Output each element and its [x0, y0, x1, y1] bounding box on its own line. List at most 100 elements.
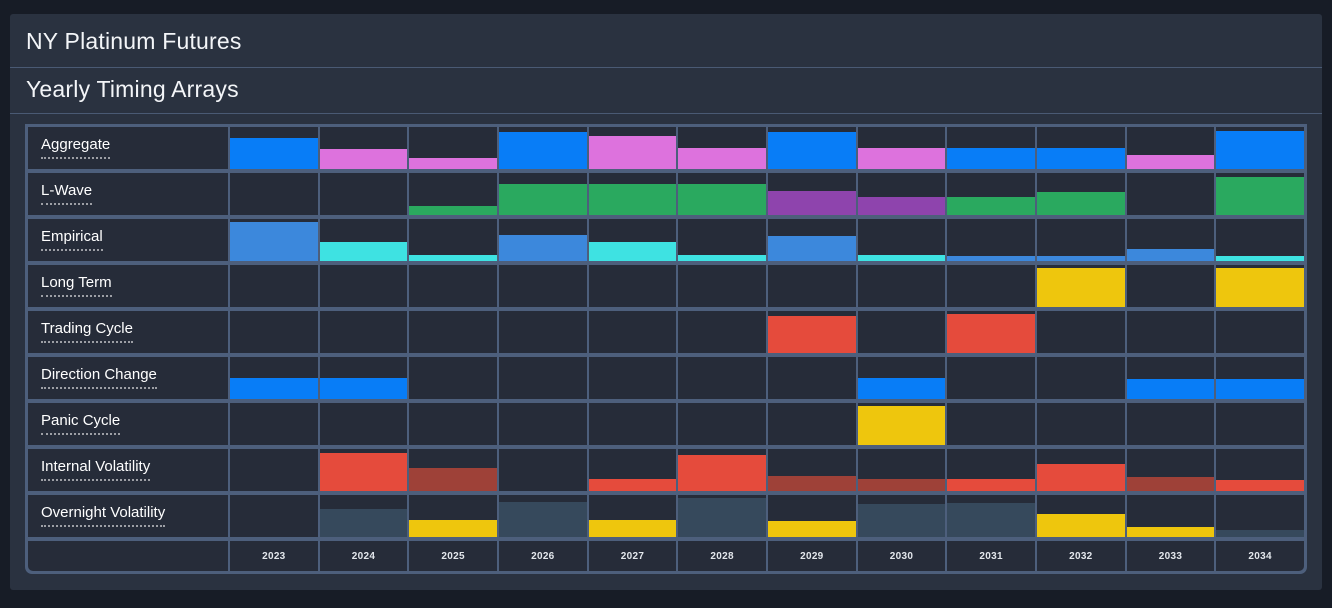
- cell-l-wave-2028: [678, 173, 766, 215]
- bar-internal-volatility-2033-maroon: [1126, 477, 1215, 491]
- cell-long-term-2029: [767, 265, 856, 307]
- cell-trading-cycle-2025: [409, 311, 497, 353]
- cell-trading-cycle-2028: [678, 311, 766, 353]
- cell-direction-change-2031: [947, 357, 1035, 399]
- cell-aggregate-2032: [1036, 127, 1125, 169]
- year-label-2023: 2023: [230, 541, 318, 571]
- year-label-2029: 2029: [767, 541, 856, 571]
- row-label-cell-direction-change: Direction Change: [28, 357, 228, 399]
- cell-empirical-2024: [319, 219, 408, 261]
- bar-internal-volatility-2034-red: [1216, 479, 1304, 491]
- cell-aggregate-2034: [1216, 127, 1304, 169]
- cell-direction-change-2026: [498, 357, 587, 399]
- cell-l-wave-2034: [1216, 173, 1304, 215]
- bar-empirical-2032-skyblue: [1036, 255, 1125, 261]
- bar-empirical-2031-skyblue: [947, 255, 1035, 261]
- cell-long-term-2024: [319, 265, 408, 307]
- bar-internal-volatility-2025-maroon: [409, 467, 497, 491]
- row-label-long-term[interactable]: Long Term: [41, 275, 112, 297]
- cell-panic-cycle-2023: [230, 403, 318, 445]
- year-label-2031: 2031: [947, 541, 1035, 571]
- bar-aggregate-2029-blue: [767, 132, 856, 169]
- cell-aggregate-2025: [409, 127, 497, 169]
- cell-overnight-volatility-2026: [498, 495, 587, 537]
- bar-l-wave-2028-green: [678, 183, 766, 215]
- cell-overnight-volatility-2032: [1036, 495, 1125, 537]
- cell-internal-volatility-2024: [319, 449, 408, 491]
- row-label-direction-change[interactable]: Direction Change: [41, 367, 157, 389]
- year-label-2025: 2025: [409, 541, 497, 571]
- bar-trading-cycle-2029-red: [767, 316, 856, 353]
- row-label-overnight-volatility[interactable]: Overnight Volatility: [41, 505, 166, 527]
- cell-l-wave-2031: [947, 173, 1035, 215]
- cell-aggregate-2031: [947, 127, 1035, 169]
- cell-trading-cycle-2023: [230, 311, 318, 353]
- cell-long-term-2023: [230, 265, 318, 307]
- year-label-2033: 2033: [1126, 541, 1215, 571]
- row-label-internal-volatility[interactable]: Internal Volatility: [41, 459, 151, 481]
- row-label-empirical[interactable]: Empirical: [41, 229, 103, 251]
- bar-l-wave-2032-green: [1036, 191, 1125, 215]
- cell-direction-change-2029: [767, 357, 856, 399]
- cell-direction-change-2030: [857, 357, 946, 399]
- cell-empirical-2027: [588, 219, 677, 261]
- year-label-2024: 2024: [319, 541, 408, 571]
- bar-l-wave-2027-green: [588, 183, 677, 215]
- row-label-panic-cycle[interactable]: Panic Cycle: [41, 413, 121, 435]
- bar-overnight-volatility-2029-yellow: [767, 521, 856, 537]
- bar-direction-change-2024-blue: [319, 378, 408, 399]
- row-label-trading-cycle[interactable]: Trading Cycle: [41, 321, 133, 343]
- cell-l-wave-2026: [498, 173, 587, 215]
- row-label-cell-aggregate: Aggregate: [28, 127, 228, 169]
- bar-empirical-2027-cyan: [588, 242, 677, 261]
- year-label-2026: 2026: [498, 541, 587, 571]
- bar-direction-change-2023-blue: [230, 378, 318, 399]
- bar-l-wave-2031-green: [947, 197, 1035, 215]
- timing-array-table: Aggregate L-Wave Empirical Long Term Trading…: [25, 124, 1307, 574]
- cell-l-wave-2027: [588, 173, 677, 215]
- bar-empirical-2023-skyblue: [230, 222, 318, 261]
- bar-empirical-2024-cyan: [319, 242, 408, 261]
- cell-aggregate-2030: [857, 127, 946, 169]
- cell-panic-cycle-2028: [678, 403, 766, 445]
- bar-overnight-volatility-2027-yellow: [588, 520, 677, 537]
- cell-overnight-volatility-2027: [588, 495, 677, 537]
- row-label-cell-l-wave: L-Wave: [28, 173, 228, 215]
- bar-aggregate-2032-blue: [1036, 148, 1125, 169]
- cell-l-wave-2032: [1036, 173, 1125, 215]
- cell-internal-volatility-2030: [857, 449, 946, 491]
- bar-aggregate-2033-pink: [1126, 154, 1215, 169]
- cell-empirical-2023: [230, 219, 318, 261]
- cell-panic-cycle-2025: [409, 403, 497, 445]
- cell-trading-cycle-2030: [857, 311, 946, 353]
- cell-trading-cycle-2032: [1036, 311, 1125, 353]
- cell-l-wave-2029: [767, 173, 856, 215]
- cell-l-wave-2033: [1126, 173, 1215, 215]
- page-subtitle: Yearly Timing Arrays: [26, 76, 239, 102]
- row-label-cell-internal-volatility: Internal Volatility: [28, 449, 228, 491]
- cell-long-term-2032: [1036, 265, 1125, 307]
- cell-long-term-2027: [588, 265, 677, 307]
- cell-direction-change-2032: [1036, 357, 1125, 399]
- cell-panic-cycle-2032: [1036, 403, 1125, 445]
- cell-long-term-2026: [498, 265, 587, 307]
- row-label-l-wave[interactable]: L-Wave: [41, 183, 93, 205]
- cell-direction-change-2027: [588, 357, 677, 399]
- cell-aggregate-2027: [588, 127, 677, 169]
- cell-aggregate-2024: [319, 127, 408, 169]
- bar-internal-volatility-2031-red: [947, 479, 1035, 491]
- cell-internal-volatility-2034: [1216, 449, 1304, 491]
- cell-long-term-2031: [947, 265, 1035, 307]
- bar-l-wave-2025-green: [409, 205, 497, 215]
- row-label-aggregate[interactable]: Aggregate: [41, 137, 111, 159]
- bar-empirical-2034-cyan: [1216, 255, 1304, 261]
- row-label-cell-trading-cycle: Trading Cycle: [28, 311, 228, 353]
- cell-internal-volatility-2033: [1126, 449, 1215, 491]
- cell-internal-volatility-2026: [498, 449, 587, 491]
- row-label-cell-panic-cycle: Panic Cycle: [28, 403, 228, 445]
- bar-long-term-2032-yellow: [1036, 267, 1125, 307]
- cell-trading-cycle-2029: [767, 311, 856, 353]
- cell-overnight-volatility-2031: [947, 495, 1035, 537]
- bar-panic-cycle-2030-yellow: [857, 406, 946, 445]
- cell-aggregate-2029: [767, 127, 856, 169]
